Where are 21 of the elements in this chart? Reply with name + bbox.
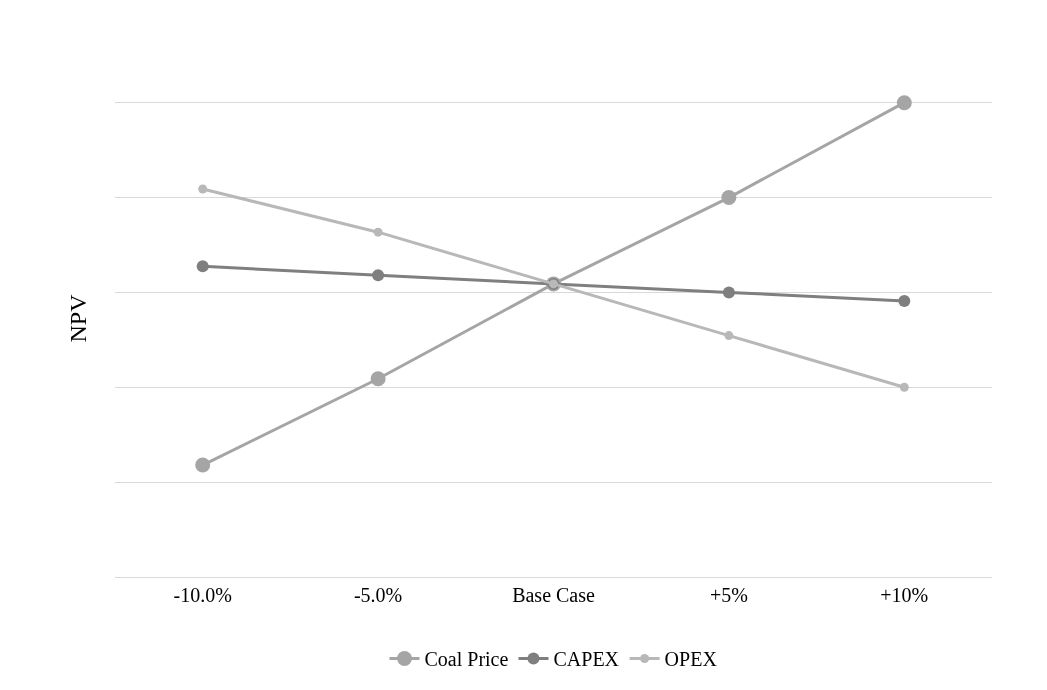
point	[198, 184, 208, 194]
point	[724, 331, 734, 341]
y-axis-title: NPV	[65, 293, 92, 343]
x-tick-label: -5.0%	[353, 584, 403, 606]
legend-label: CAPEX	[553, 648, 620, 671]
point	[370, 371, 386, 387]
point	[721, 190, 737, 206]
x-tick-label: -10.0%	[173, 584, 232, 606]
x-tick-label: Base Case	[512, 584, 595, 606]
point	[372, 269, 385, 282]
point	[898, 294, 911, 307]
x-tick-label: +10%	[880, 584, 929, 606]
x-tick-label: +5%	[709, 584, 748, 606]
point	[722, 286, 735, 299]
point	[196, 260, 209, 273]
point	[373, 227, 383, 237]
point	[899, 382, 909, 392]
legend-label: Coal Price	[424, 648, 509, 671]
legend-label: OPEX	[664, 648, 718, 671]
point	[896, 95, 912, 111]
point	[195, 457, 211, 473]
